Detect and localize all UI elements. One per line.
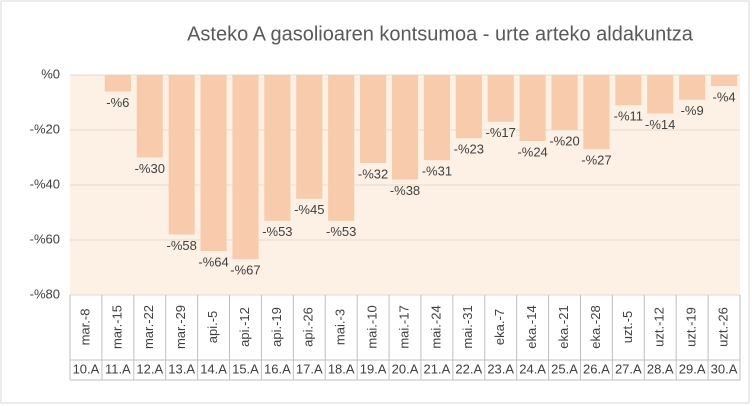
bar [200, 75, 227, 251]
week-label: 22.A [455, 361, 482, 376]
x-tick-label: mar.-15 [109, 305, 124, 349]
bar [232, 75, 259, 260]
week-label: 18.A [328, 361, 355, 376]
x-tick-label: api.-26 [301, 307, 316, 347]
data-label: -%27 [581, 153, 611, 168]
x-tick-label: uzt.-26 [715, 307, 730, 347]
bar [455, 75, 482, 139]
y-tick-label: %0 [41, 66, 60, 81]
week-label: 14.A [200, 361, 227, 376]
week-label: 30.A [711, 361, 738, 376]
week-label: 24.A [519, 361, 546, 376]
data-label: -%24 [517, 144, 547, 159]
week-label: 12.A [136, 361, 163, 376]
bar [647, 75, 674, 114]
chart-title: Asteko A gasolioaren kontsumoa - urte ar… [187, 23, 694, 45]
bar [136, 75, 163, 158]
week-label: 20.A [392, 361, 419, 376]
x-tick-label: api.-12 [237, 307, 252, 347]
week-label: 13.A [168, 361, 195, 376]
week-label: 21.A [424, 361, 451, 376]
bar [168, 75, 195, 235]
data-label: -%64 [198, 254, 228, 269]
x-tick-label: eka.-28 [588, 305, 603, 348]
data-label: -%31 [422, 164, 452, 179]
week-label: 29.A [679, 361, 706, 376]
week-label: 17.A [296, 361, 323, 376]
bar [423, 75, 450, 161]
data-label: -%14 [645, 117, 675, 132]
bar [264, 75, 291, 221]
data-label: -%53 [326, 224, 356, 239]
y-tick-label: -%20 [30, 121, 60, 136]
data-label: -%45 [294, 202, 324, 217]
bar [519, 75, 546, 141]
data-label: -%17 [486, 125, 516, 140]
bar [679, 75, 706, 100]
bar [615, 75, 642, 106]
week-label: 16.A [264, 361, 291, 376]
x-tick-label: mai.-31 [460, 305, 475, 348]
x-tick-label: uzt.-12 [652, 307, 667, 347]
week-label: 19.A [360, 361, 387, 376]
x-tick-label: mai.-10 [365, 305, 380, 348]
bar [360, 75, 387, 163]
bar [551, 75, 578, 130]
x-tick-label: eka.-7 [492, 309, 507, 345]
data-label: -%67 [230, 263, 260, 278]
week-label: 15.A [232, 361, 259, 376]
x-tick-label: eka.-21 [556, 305, 571, 348]
week-label: 10.A [73, 361, 100, 376]
bar [104, 75, 131, 92]
data-label: -%38 [390, 183, 420, 198]
data-label: -%20 [549, 133, 579, 148]
data-label: -%32 [358, 166, 388, 181]
week-label: 25.A [551, 361, 578, 376]
x-tick-label: mar.-29 [173, 305, 188, 349]
bar [296, 75, 323, 199]
x-tick-label: api.-19 [269, 307, 284, 347]
data-label: -%9 [681, 103, 704, 118]
bar [710, 75, 738, 86]
x-tick-label: mar.-22 [141, 305, 156, 349]
week-label: 27.A [615, 361, 642, 376]
x-tick-label: uzt.-5 [620, 311, 635, 344]
data-label: -%4 [712, 89, 735, 104]
week-label: 28.A [647, 361, 674, 376]
y-tick-label: -%40 [30, 176, 60, 191]
data-label: -%58 [166, 238, 196, 253]
data-label: -%23 [454, 142, 484, 157]
x-tick-label: api.-5 [205, 311, 220, 344]
data-label: -%30 [135, 161, 165, 176]
week-label: 23.A [487, 361, 514, 376]
x-tick-label: uzt.-19 [684, 307, 699, 347]
bar [328, 75, 355, 221]
x-tick-label: mai.-3 [333, 309, 348, 345]
week-label: 11.A [105, 361, 131, 376]
data-label: -%11 [614, 109, 643, 124]
data-label: -%53 [262, 224, 292, 239]
y-tick-label: -%60 [30, 231, 60, 246]
bar [487, 75, 514, 122]
x-tick-label: mai.-17 [396, 305, 411, 348]
week-label: 26.A [583, 361, 610, 376]
bar [583, 75, 610, 150]
y-tick-label: -%80 [30, 286, 60, 301]
x-tick-label: eka.-14 [524, 305, 539, 348]
bar [391, 75, 419, 180]
data-label: -%6 [106, 95, 129, 110]
x-tick-label: mai.-24 [428, 305, 443, 348]
x-tick-label: mar.-8 [77, 309, 92, 346]
